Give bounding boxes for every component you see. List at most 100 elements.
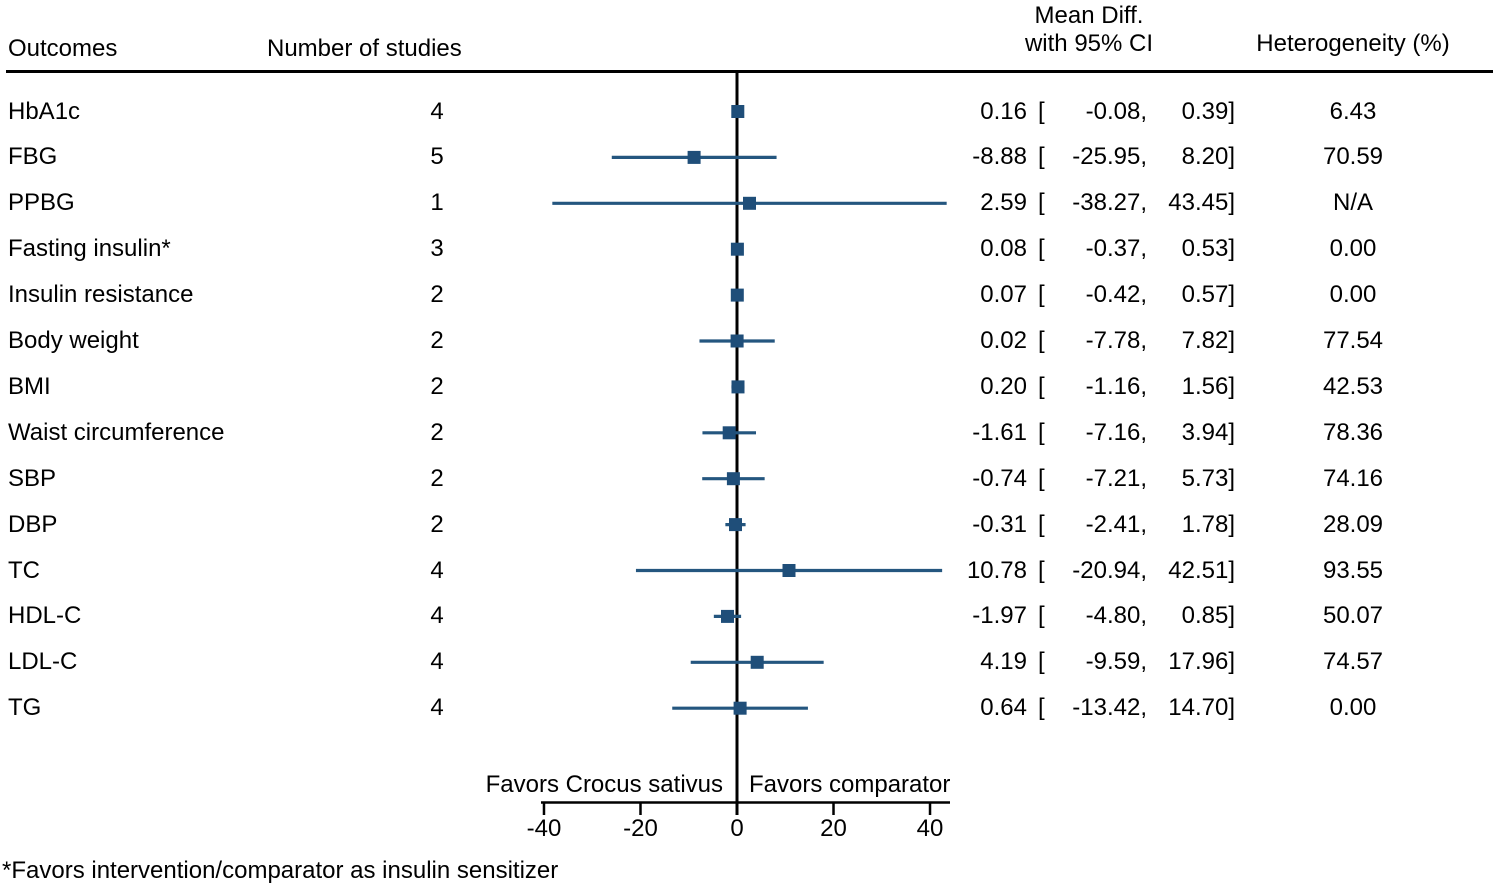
ci-high-value: 5.73] — [1181, 464, 1235, 492]
x-axis-tick-label: -20 — [623, 815, 658, 842]
n-studies-value: 4 — [430, 556, 444, 584]
mean-marker — [687, 150, 701, 164]
ci-high-value: 1.78] — [1181, 510, 1235, 538]
ci-open-bracket: [ — [1038, 602, 1045, 630]
x-axis-tick-label: 0 — [730, 815, 744, 842]
ci-low-value: -0.08, — [1085, 97, 1147, 125]
outcome-label: TG — [8, 694, 42, 722]
mean-value: 0.02 — [980, 327, 1027, 354]
mean-marker — [743, 196, 756, 210]
n-studies-value: 5 — [430, 143, 444, 171]
n-studies-value: 2 — [430, 281, 444, 309]
heterogeneity-value: 74.57 — [1322, 648, 1384, 676]
mean-value: -0.31 — [972, 510, 1027, 538]
heterogeneity-value: 0.00 — [1329, 694, 1377, 722]
mean-value: -8.88 — [972, 143, 1027, 171]
ci-low-value: -7.21, — [1085, 464, 1147, 492]
ci-open-bracket: [ — [1038, 372, 1045, 400]
outcome-label: TC — [8, 556, 40, 584]
ci-low-value: -4.80, — [1085, 602, 1147, 630]
ci-low-value: -0.37, — [1085, 235, 1147, 263]
column-header-mean-diff-line2: with 95% CI — [1024, 30, 1154, 57]
ci-low-value: -0.42, — [1085, 281, 1147, 309]
n-studies-value: 4 — [430, 648, 444, 676]
ci-open-bracket: [ — [1038, 327, 1045, 354]
n-studies-value: 1 — [430, 189, 444, 217]
mean-marker — [750, 655, 764, 669]
heterogeneity-value: 42.53 — [1322, 372, 1384, 400]
ci-low-value: -13.42, — [1072, 694, 1147, 722]
heterogeneity-value: 77.54 — [1322, 327, 1384, 354]
heterogeneity-value: 28.09 — [1322, 510, 1384, 538]
mean-value: -0.74 — [972, 464, 1027, 492]
mean-value: 2.59 — [980, 189, 1027, 217]
ci-low-value: -20.94, — [1072, 556, 1147, 584]
outcome-label: HbA1c — [8, 97, 81, 125]
ci-high-value: 8.20] — [1181, 143, 1235, 171]
ci-high-value: 1.56] — [1181, 372, 1235, 400]
ci-high-value: 42.51] — [1168, 556, 1235, 584]
ci-low-value: -7.16, — [1085, 418, 1147, 446]
heterogeneity-value: 93.55 — [1322, 556, 1384, 584]
heterogeneity-value: 70.59 — [1322, 143, 1384, 171]
n-studies-value: 2 — [430, 464, 444, 492]
ci-open-bracket: [ — [1038, 189, 1045, 217]
outcome-label: Fasting insulin* — [8, 235, 171, 263]
ci-low-value: -2.41, — [1085, 510, 1147, 538]
mean-marker — [731, 380, 745, 394]
ci-low-value: -38.27, — [1072, 189, 1147, 217]
heterogeneity-value: 74.16 — [1322, 464, 1384, 492]
ci-open-bracket: [ — [1038, 648, 1045, 676]
n-studies-value: 4 — [430, 97, 444, 125]
mean-value: 0.64 — [980, 694, 1027, 722]
ci-high-value: 3.94] — [1181, 418, 1235, 446]
ci-low-value: -7.78, — [1085, 327, 1147, 354]
mean-marker — [729, 518, 742, 532]
mean-value: 0.16 — [980, 97, 1027, 125]
n-studies-value: 2 — [430, 372, 444, 400]
ci-open-bracket: [ — [1038, 694, 1045, 722]
heterogeneity-value: 50.07 — [1322, 602, 1384, 630]
ci-open-bracket: [ — [1038, 510, 1045, 538]
favors-left-label: Favors Crocus sativus — [485, 771, 723, 798]
x-axis-tick-label: 40 — [916, 815, 944, 842]
mean-marker — [733, 701, 747, 715]
n-studies-value: 3 — [430, 235, 444, 263]
mean-marker — [730, 334, 744, 348]
outcome-label: PPBG — [8, 189, 75, 217]
column-header-outcomes: Outcomes — [8, 35, 118, 62]
ci-high-value: 0.53] — [1181, 235, 1235, 263]
mean-value: 0.08 — [980, 235, 1027, 263]
column-header-heterogeneity: Heterogeneity (%) — [1256, 30, 1450, 57]
mean-value: 0.07 — [980, 281, 1027, 309]
n-studies-value: 4 — [430, 694, 444, 722]
ci-high-value: 0.39] — [1181, 97, 1235, 125]
x-axis-tick-label: 20 — [820, 815, 847, 842]
ci-open-bracket: [ — [1038, 281, 1045, 309]
heterogeneity-value: 78.36 — [1322, 418, 1384, 446]
n-studies-value: 2 — [430, 418, 444, 446]
mean-value: 10.78 — [966, 556, 1027, 584]
outcome-label: DBP — [8, 510, 58, 538]
ci-low-value: -1.16, — [1085, 372, 1147, 400]
ci-open-bracket: [ — [1038, 464, 1045, 492]
mean-value: 0.20 — [980, 372, 1027, 400]
mean-value: -1.61 — [972, 418, 1027, 446]
x-axis-tick-label: -40 — [526, 815, 562, 842]
ci-open-bracket: [ — [1038, 97, 1045, 125]
mean-marker — [726, 472, 740, 486]
ci-high-value: 7.82] — [1181, 327, 1235, 354]
mean-marker — [722, 426, 736, 440]
mean-value: 4.19 — [980, 648, 1027, 676]
mean-value: -1.97 — [972, 602, 1027, 630]
ci-low-value: -9.59, — [1085, 648, 1147, 676]
column-header-mean-diff-line1: Mean Diff. — [1034, 2, 1144, 29]
ci-high-value: 14.70] — [1168, 694, 1235, 722]
mean-marker — [730, 242, 744, 256]
ci-open-bracket: [ — [1038, 418, 1045, 446]
mean-marker — [782, 564, 796, 577]
outcome-label: Waist circumference — [8, 418, 225, 446]
heterogeneity-value: N/A — [1332, 189, 1373, 217]
heterogeneity-value: 0.00 — [1329, 281, 1377, 309]
